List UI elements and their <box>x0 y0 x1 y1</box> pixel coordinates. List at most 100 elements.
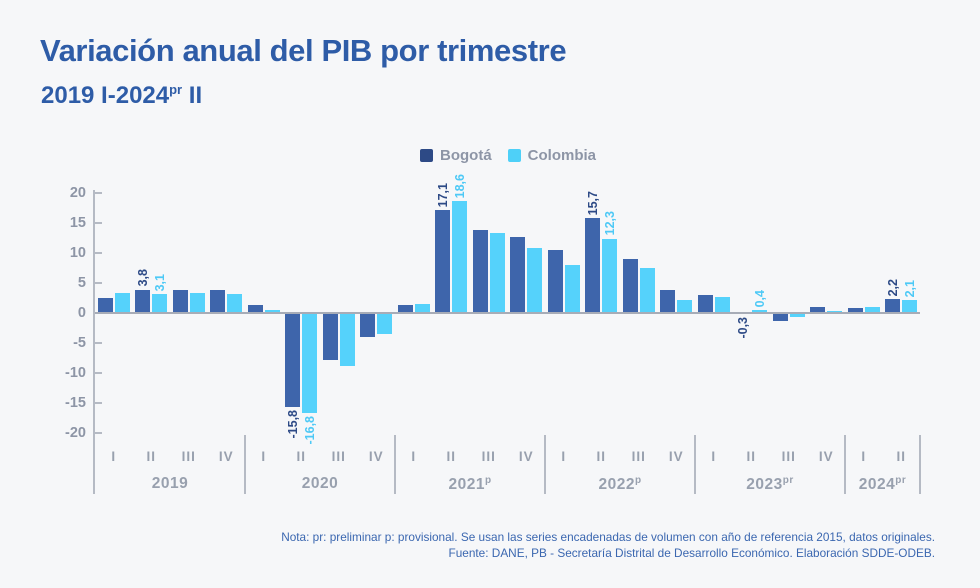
value-label-colombia-2019-II: 3,1 <box>152 273 167 291</box>
footnotes: Nota: pr: preliminar p: provisional. Se … <box>281 529 935 561</box>
bar-bogota-2020-II <box>285 312 301 408</box>
y-axis-label: 15 <box>69 214 86 231</box>
y-axis-tick <box>94 341 102 344</box>
x-label-2022-II: II <box>596 449 606 464</box>
bar-colombia-2019-II <box>152 293 168 313</box>
bar-colombia-2019-I <box>114 292 130 313</box>
x-label-2021-I: I <box>411 449 417 464</box>
legend-item-colombia: Colombia <box>507 147 597 164</box>
y-axis-line <box>93 190 95 494</box>
x-label-2024-I: I <box>861 449 867 464</box>
value-label-bogota-2019-II: 3,8 <box>135 269 150 287</box>
bar-colombia-2021-III <box>489 233 505 313</box>
x-label-2021-II: II <box>446 449 456 464</box>
x-label-2022-III: III <box>631 449 646 464</box>
y-axis-label: 10 <box>69 244 86 261</box>
bar-colombia-2021-I <box>414 304 430 313</box>
year-separator <box>844 435 846 494</box>
year-separator <box>919 435 921 494</box>
bar-bogota-2021-I <box>397 305 413 313</box>
x-label-2023-IV: IV <box>818 449 834 464</box>
y-axis-label: 0 <box>77 304 86 321</box>
bar-bogota-2023-III <box>772 312 788 321</box>
bar-bogota-2020-III <box>322 312 338 360</box>
bar-bogota-2023-I <box>697 294 713 313</box>
bar-colombia-2020-III <box>339 312 355 366</box>
y-axis-tick <box>94 401 102 404</box>
y-axis-label: 20 <box>69 184 86 201</box>
legend-label: Colombia <box>527 147 597 164</box>
x-label-2023-I: I <box>711 449 717 464</box>
bar-colombia-2023-II <box>752 310 768 313</box>
bar-bogota-2019-I <box>97 298 113 313</box>
subtitle-range: 2019 I-2024 <box>41 82 170 109</box>
bar-bogota-2022-IV <box>660 290 676 313</box>
bar-colombia-2023-III <box>789 312 805 317</box>
bar-colombia-2020-I <box>264 309 280 313</box>
bar-bogota-2024-I <box>847 307 863 313</box>
subtitle: 2019 I-2024pr II <box>41 82 202 110</box>
year-separator <box>544 435 546 494</box>
x-label-2021-III: III <box>481 449 496 464</box>
y-axis-tick <box>94 281 102 284</box>
bar-bogota-2021-II <box>435 209 451 313</box>
bar-bogota-2022-I <box>547 250 563 313</box>
value-label-bogota-2024-II: 2,2 <box>885 278 900 297</box>
zero-baseline <box>95 311 920 314</box>
y-axis-tick <box>94 191 102 194</box>
x-label-2019-IV: IV <box>218 449 234 464</box>
x-label-2020-I: I <box>261 449 267 464</box>
value-label-colombia-2023-II: 0,4 <box>752 289 767 308</box>
x-label-2021-IV: IV <box>518 449 534 464</box>
x-label-2020-III: III <box>331 449 346 464</box>
subtitle-superscript: pr <box>169 82 183 97</box>
x-label-2022-I: I <box>561 449 567 464</box>
year-separator <box>394 435 396 494</box>
page-title: Variación anual del PIB por trimestre <box>40 33 567 68</box>
bar-bogota-2020-IV <box>360 312 376 338</box>
y-axis-tick <box>94 431 102 434</box>
year-label-2023: 2023pr <box>746 475 794 494</box>
bar-colombia-2021-IV <box>527 247 543 313</box>
bar-bogota-2022-III <box>622 259 638 313</box>
bar-colombia-2019-IV <box>227 293 243 313</box>
y-axis-label: -20 <box>65 424 86 441</box>
x-label-2019-I: I <box>111 449 117 464</box>
bar-bogota-2019-IV <box>210 289 226 313</box>
value-label-bogota-2021-II: 17,1 <box>435 182 450 207</box>
bar-colombia-2024-I <box>864 307 880 313</box>
bar-colombia-2021-II <box>452 200 468 313</box>
bar-bogota-2019-II <box>135 289 151 313</box>
x-label-2019-III: III <box>181 449 196 464</box>
bar-bogota-2023-IV <box>810 306 826 313</box>
legend-swatch-colombia <box>507 149 521 162</box>
bar-colombia-2023-I <box>714 296 730 313</box>
subtitle-quarter: II <box>182 82 203 109</box>
legend-label: Bogotá <box>440 147 492 164</box>
x-label-2023-III: III <box>781 449 796 464</box>
x-label-2019-II: II <box>146 449 156 464</box>
year-separator <box>694 435 696 494</box>
bar-bogota-2024-II <box>885 299 901 313</box>
note-line: Nota: pr: preliminar p: provisional. Se … <box>281 530 935 544</box>
x-label-2023-II: II <box>746 449 756 464</box>
y-axis-label: -10 <box>65 364 86 381</box>
y-axis-label: -15 <box>65 394 86 411</box>
bar-colombia-2024-II <box>902 299 918 313</box>
value-label-bogota-2020-II: -15,8 <box>285 410 300 439</box>
x-label-2020-II: II <box>296 449 306 464</box>
year-label-2022: 2022p <box>598 475 642 494</box>
y-axis-tick <box>94 371 102 374</box>
bar-colombia-2022-II <box>602 238 618 313</box>
x-label-2022-IV: IV <box>668 449 684 464</box>
bar-colombia-2020-IV <box>377 312 393 334</box>
bar-bogota-2019-III <box>172 290 188 313</box>
value-label-bogota-2023-II: -0,3 <box>735 317 750 339</box>
y-axis-tick <box>94 221 102 224</box>
y-axis-label: -5 <box>73 334 86 351</box>
bar-colombia-2022-III <box>639 268 655 313</box>
value-label-colombia-2020-II: -16,8 <box>302 416 317 445</box>
chart-legend: Bogotá Colombia <box>420 147 596 164</box>
